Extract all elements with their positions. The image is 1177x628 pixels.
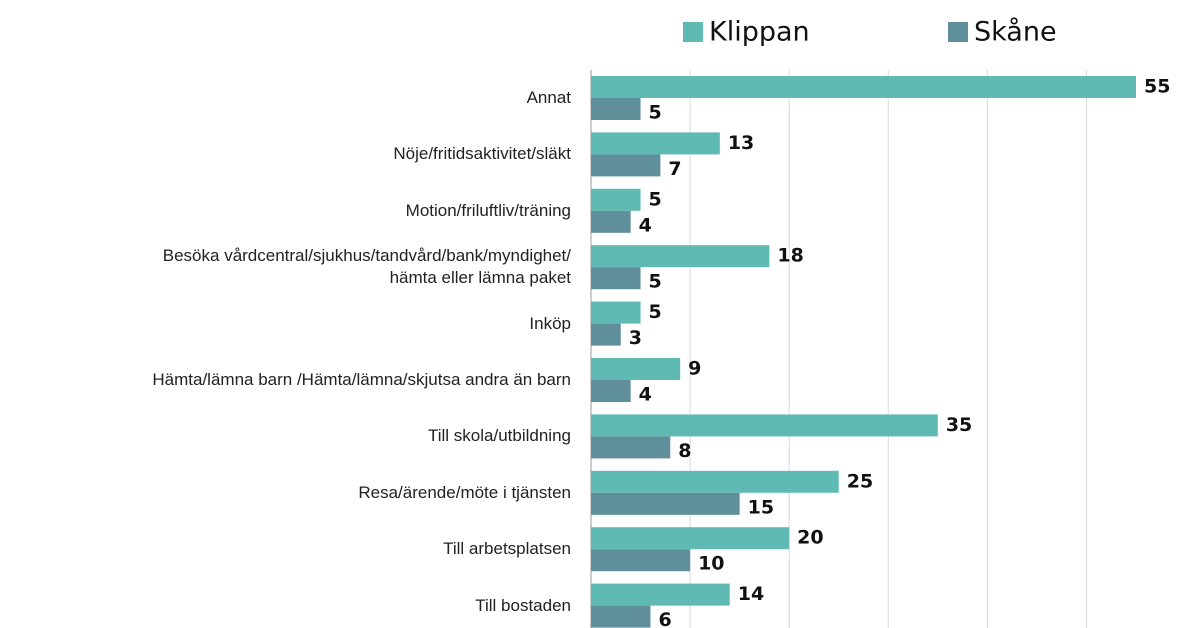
category-label: Inköp xyxy=(529,313,571,333)
bar xyxy=(591,549,691,572)
category-label: Till arbetsplatsen xyxy=(443,539,571,559)
value-label: 10 xyxy=(698,553,724,575)
bar xyxy=(591,583,730,606)
bar xyxy=(591,527,790,550)
bar xyxy=(591,76,1136,98)
legend-swatch xyxy=(683,22,703,42)
legend-label: Skåne xyxy=(974,17,1057,48)
value-label: 18 xyxy=(777,245,803,267)
value-label: 13 xyxy=(728,132,754,154)
bar xyxy=(591,188,641,211)
category-label: Annat xyxy=(526,88,571,107)
category-label: Resa/ärende/möte i tjänsten xyxy=(358,482,571,502)
value-label: 4 xyxy=(639,214,652,236)
category-label: Motion/friluftliv/träning xyxy=(405,200,571,220)
bar xyxy=(591,492,740,515)
category-label: Till bostaden xyxy=(475,595,571,615)
value-label: 5 xyxy=(649,188,662,210)
legend-label: Klippan xyxy=(709,17,810,48)
bar xyxy=(591,267,641,290)
bar xyxy=(591,605,651,628)
value-label: 5 xyxy=(649,301,662,323)
value-label: 55 xyxy=(1144,76,1170,98)
bar xyxy=(591,380,631,402)
category-label: Till skola/utbildning xyxy=(428,426,571,446)
value-label: 20 xyxy=(797,527,823,549)
bar xyxy=(591,98,641,120)
bar xyxy=(591,358,681,380)
value-label: 5 xyxy=(649,102,662,124)
value-label: 5 xyxy=(649,271,662,293)
value-label: 8 xyxy=(678,440,691,462)
bar xyxy=(591,245,770,268)
value-label: 3 xyxy=(629,327,642,349)
value-label: 25 xyxy=(847,470,873,492)
category-label: Besöka vårdcentral/sjukhus/tandvård/bank… xyxy=(162,246,571,288)
bar xyxy=(591,132,720,155)
bar xyxy=(591,323,621,346)
value-label: 4 xyxy=(639,384,652,406)
bar xyxy=(591,301,641,324)
bar xyxy=(591,154,661,177)
bar xyxy=(591,470,839,493)
bar xyxy=(591,436,671,459)
value-label: 9 xyxy=(688,358,701,380)
bar xyxy=(591,414,938,437)
value-label: 15 xyxy=(748,496,774,518)
value-label: 14 xyxy=(738,583,764,605)
legend-swatch xyxy=(948,22,968,42)
category-label: Hämta/lämna barn /Hämta/lämna/skjutsa an… xyxy=(152,370,571,389)
value-label: 35 xyxy=(946,414,972,436)
bar xyxy=(591,210,631,233)
value-label: 6 xyxy=(658,609,671,628)
category-label: Nöje/fritidsaktivitet/släkt xyxy=(393,144,571,164)
value-label: 7 xyxy=(668,158,681,180)
